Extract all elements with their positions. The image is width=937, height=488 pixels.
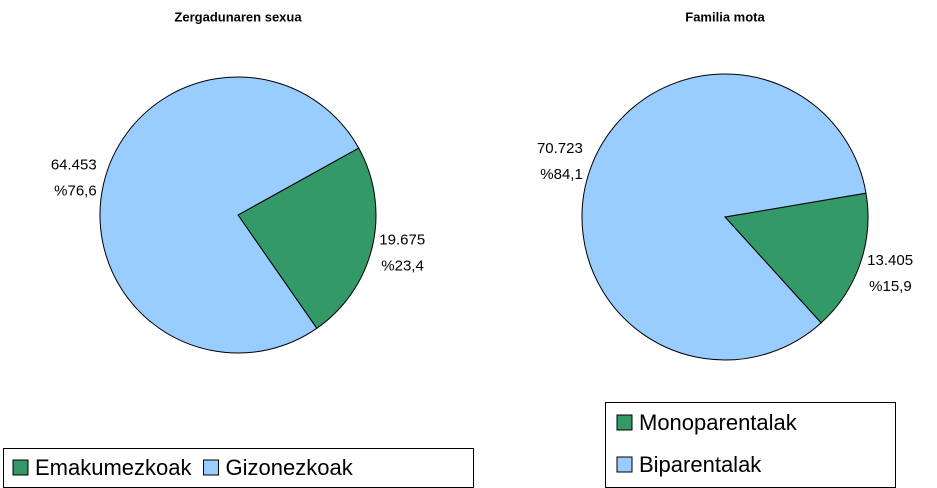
- legend-label: Biparentalak: [639, 452, 762, 477]
- chart-title: Zergadunaren sexua: [174, 9, 302, 24]
- pie-slice: [99, 76, 360, 354]
- legend-label: Monoparentalak: [639, 410, 798, 435]
- value-label: 64.453: [51, 156, 97, 173]
- legend-label: Gizonezkoak: [226, 455, 354, 480]
- percent-label: %15,9: [869, 278, 912, 295]
- legend-swatch: [616, 456, 633, 473]
- legend-box: [3, 448, 474, 488]
- percent-label: %23,4: [381, 257, 424, 274]
- chart-title: Familia mota: [685, 9, 765, 24]
- percent-label: %76,6: [54, 182, 97, 199]
- legend-label: Emakumezkoak: [35, 455, 193, 480]
- legend-swatch: [12, 459, 29, 476]
- pie-slice: [581, 73, 867, 361]
- legend-swatch: [616, 414, 633, 431]
- legend-swatch: [203, 459, 220, 476]
- value-label: 70.723: [537, 140, 583, 157]
- value-label: 19.675: [379, 231, 425, 248]
- value-label: 13.405: [867, 252, 913, 269]
- pie-slice: [237, 147, 377, 330]
- percent-label: %84,1: [540, 166, 583, 183]
- pie-slice: [724, 192, 869, 324]
